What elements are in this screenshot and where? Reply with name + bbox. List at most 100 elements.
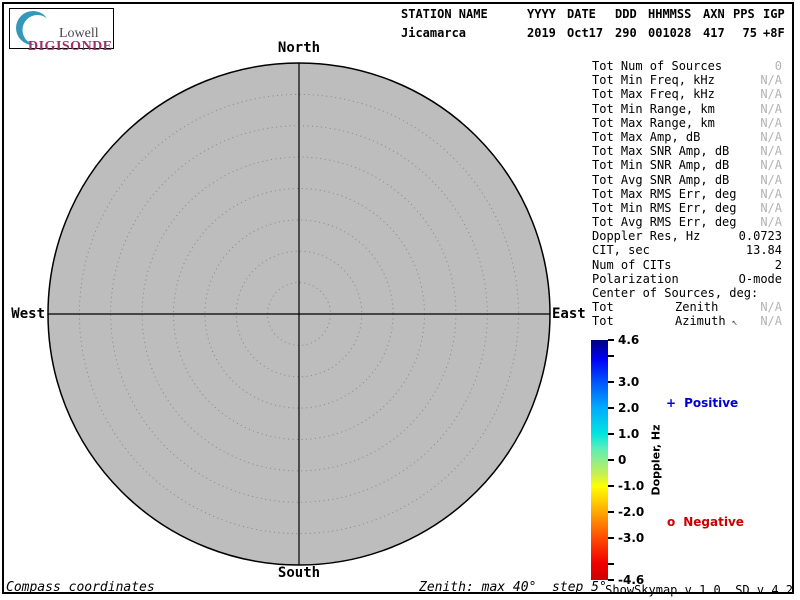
stats-value: O-mode xyxy=(738,271,782,286)
colorbar-tick xyxy=(608,354,614,357)
stats-row: CIT, sec 13.84 xyxy=(592,243,782,257)
stats-value: N/A xyxy=(760,87,782,102)
stats-value: N/A xyxy=(760,200,782,215)
colorbar-tick-label: -4.6 xyxy=(618,573,645,587)
colorbar-tick xyxy=(608,563,614,566)
stats-label: Tot xyxy=(592,300,614,315)
stats-mid-label: Azimuth ↖ xyxy=(675,314,738,329)
stats-value: N/A xyxy=(760,129,782,144)
header-label: HHMMSS xyxy=(648,7,692,21)
legend-positive-label: Positive xyxy=(684,396,739,410)
colorbar-tick-label: -3.0 xyxy=(618,531,645,546)
header-label: DATE xyxy=(567,7,596,21)
stats-label: Tot Num of Sources xyxy=(592,59,723,73)
doppler-colorbar xyxy=(591,340,608,580)
colorbar-axis-label: Doppler, Hz xyxy=(649,424,663,496)
header-label: STATION NAME xyxy=(401,7,488,21)
colorbar-tick xyxy=(608,380,614,383)
header-value: 75 xyxy=(742,26,757,40)
colorbar-tick-label: 1.0 xyxy=(618,426,640,441)
plus-marker-icon: + xyxy=(666,396,677,410)
header-value: 290 xyxy=(615,26,637,40)
stats-value: N/A xyxy=(760,186,782,201)
logo-text-lowell: Lowell xyxy=(59,26,99,41)
coordinates-mode-label: Compass coordinates xyxy=(6,580,155,595)
stats-row: Tot Azimuth ↖ N/A xyxy=(592,314,782,328)
skymap-plot xyxy=(47,62,551,566)
colorbar-tick-label: -2.0 xyxy=(618,505,645,520)
stats-label: Tot Max RMS Err, deg xyxy=(592,186,737,201)
stats-value: N/A xyxy=(760,73,782,88)
station-header: STATION NAME Jicamarca YYYY 2019 DATE Oct17 DD… xyxy=(0,7,800,47)
colorbar-tick xyxy=(608,485,614,488)
compass-label-north: North xyxy=(277,40,321,56)
stats-row: Tot Max Range, km N/A xyxy=(592,116,782,130)
stats-row: Tot Max RMS Err, deg N/A xyxy=(592,187,782,201)
stats-value: N/A xyxy=(760,300,782,315)
stats-row: Num of CITs 2 xyxy=(592,258,782,272)
stats-row: Tot Num of Sources 0 xyxy=(592,59,782,73)
colorbar-tick xyxy=(608,511,614,514)
header-value: +8F xyxy=(763,26,785,40)
stats-label: Tot Min SNR Amp, dB xyxy=(592,158,730,173)
header-value: 2019 xyxy=(527,26,556,40)
stats-label: Tot Min Range, km xyxy=(592,101,715,116)
stats-label: Tot xyxy=(592,314,614,329)
logo-text-digisonde: DIGISONDE xyxy=(28,39,113,54)
stats-value: N/A xyxy=(760,314,782,329)
colorbar-tick xyxy=(608,459,614,461)
crescent-icon xyxy=(16,11,53,45)
compass-label-west: West xyxy=(11,306,45,322)
colorbar-tick-label: 3.0 xyxy=(618,374,640,389)
stats-label: Tot Avg SNR Amp, dB xyxy=(592,172,730,187)
stats-label: Tot Min Freq, kHz xyxy=(592,73,715,88)
header-label: YYYY xyxy=(527,7,556,21)
stats-label: Num of CITs xyxy=(592,257,672,272)
header-value: Jicamarca xyxy=(401,26,467,40)
stats-row: Tot Max SNR Amp, dB N/A xyxy=(592,144,782,158)
header-value: 001028 xyxy=(648,26,692,40)
stats-row: Tot Zenith N/A xyxy=(592,300,782,314)
stats-value: N/A xyxy=(760,101,782,116)
stats-row: Tot Min SNR Amp, dB N/A xyxy=(592,158,782,172)
stats-label: CIT, sec xyxy=(592,243,650,258)
header-label: DDD xyxy=(615,7,637,21)
colorbar-tick xyxy=(608,406,614,409)
stats-row: Center of Sources, deg: xyxy=(592,286,782,300)
header-value: 417 xyxy=(703,26,725,40)
colorbar-tick-label: 4.6 xyxy=(618,333,640,347)
stats-row: Doppler Res, Hz 0.0723 xyxy=(592,229,782,243)
stats-row: Tot Min Range, km N/A xyxy=(592,102,782,116)
stats-label: Tot Max Freq, kHz xyxy=(592,87,715,102)
legend-negative-label: Negative xyxy=(683,515,744,529)
software-version-label: ShowSkymap v 1.0 SD v 4.2 xyxy=(605,583,793,597)
stats-label: Tot Avg RMS Err, deg xyxy=(592,215,737,230)
stats-value: 13.84 xyxy=(745,243,782,258)
stats-value: 0.0723 xyxy=(738,229,782,244)
compass-label-east: East xyxy=(552,306,586,322)
colorbar-tick xyxy=(608,579,614,581)
stats-label: Doppler Res, Hz xyxy=(592,229,701,244)
header-label: AXN xyxy=(703,7,725,21)
stats-row: Tot Max Freq, kHz N/A xyxy=(592,87,782,101)
colorbar-tick xyxy=(608,339,614,341)
stats-value: 2 xyxy=(774,257,782,272)
stats-value: N/A xyxy=(760,215,782,230)
azimuth-arrow-icon: ↖ xyxy=(725,317,738,329)
lowell-digisonde-logo: Lowell DIGISONDE xyxy=(9,8,114,54)
stats-row: Tot Min Freq, kHz N/A xyxy=(592,73,782,87)
colorbar-tick-label: -1.0 xyxy=(618,479,645,494)
stats-label: Tot Max Amp, dB xyxy=(592,129,701,144)
stats-row: Tot Min RMS Err, deg N/A xyxy=(592,201,782,215)
header-label: IGP xyxy=(763,7,785,21)
colorbar-tick-label: 2.0 xyxy=(618,400,640,415)
stats-row: Tot Avg SNR Amp, dB N/A xyxy=(592,173,782,187)
circle-marker-icon: o xyxy=(667,515,676,529)
stats-label: Tot Max SNR Amp, dB xyxy=(592,144,730,159)
legend-negative: o Negative xyxy=(667,515,744,529)
stats-value: 0 xyxy=(774,59,782,73)
header-value: Oct17 xyxy=(567,26,604,40)
header-label: PPS xyxy=(733,7,755,21)
legend-positive: + Positive xyxy=(666,396,738,410)
stats-value: N/A xyxy=(760,115,782,130)
